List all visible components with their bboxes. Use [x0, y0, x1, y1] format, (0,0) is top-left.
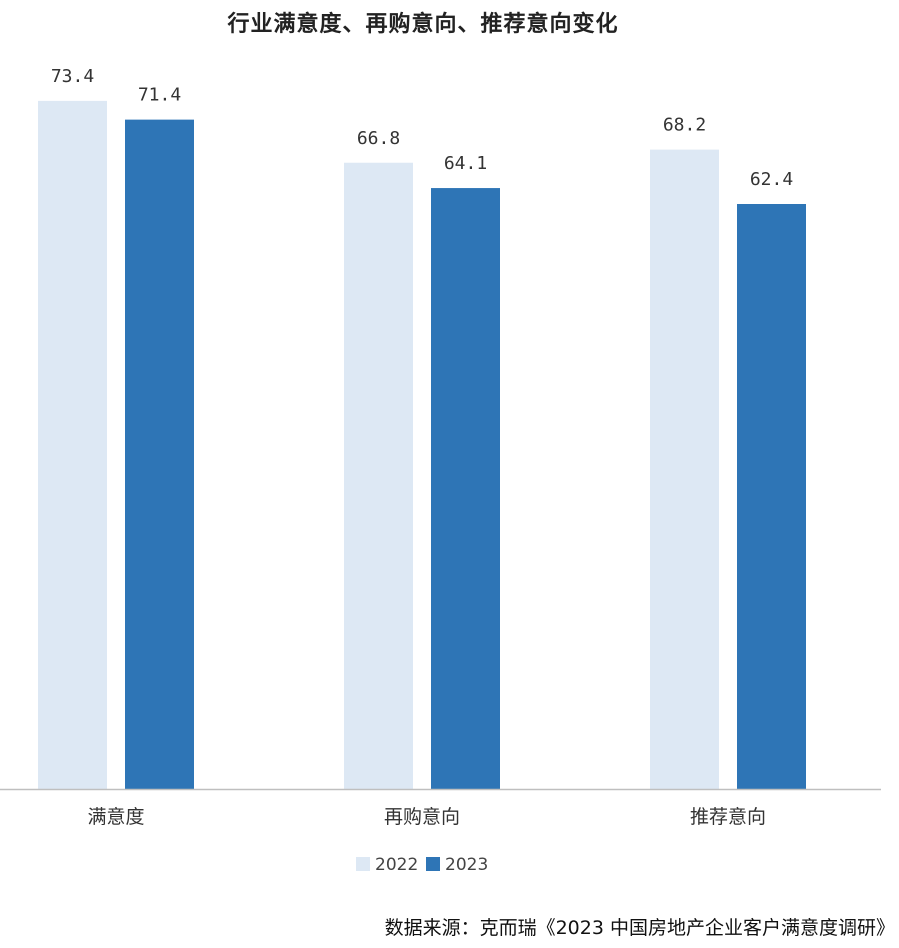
data-label-2022-1: 73.4	[51, 66, 94, 87]
data-label-2022-2: 66.8	[357, 128, 400, 149]
data-label-2023-2: 64.1	[444, 153, 487, 174]
x-tick-label-3: 推荐意向	[690, 806, 766, 828]
chart-title: 行业满意度、再购意向、推荐意向变化	[227, 12, 619, 37]
legend-label-2023: 2023	[445, 855, 488, 875]
bar-2022-1	[38, 100, 107, 789]
x-tick-label-2: 再购意向	[384, 806, 460, 828]
bar-2023-2	[431, 188, 500, 789]
legend-swatch-2022	[356, 857, 370, 871]
data-label-2023-1: 71.4	[138, 85, 181, 106]
data-label-2023-3: 62.4	[750, 169, 793, 190]
x-tick-label-1: 满意度	[87, 806, 144, 828]
bar-2023-1	[125, 119, 194, 789]
legend-label-2022: 2022	[375, 855, 418, 875]
bar-2022-2	[344, 162, 413, 789]
source-note: 数据来源：克而瑞《2023 中国房地产企业客户满意度调研》	[384, 917, 895, 939]
bar-2022-3	[650, 149, 719, 789]
legend-swatch-2023	[426, 857, 440, 871]
bar-2023-3	[737, 204, 806, 789]
data-label-2022-3: 68.2	[663, 115, 706, 136]
